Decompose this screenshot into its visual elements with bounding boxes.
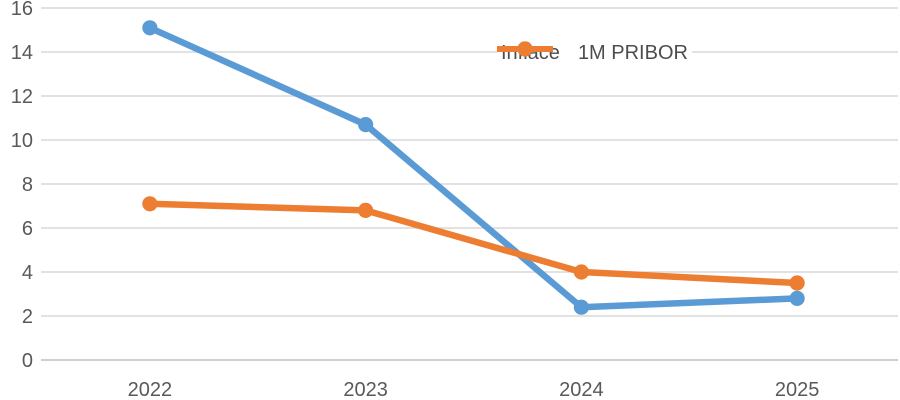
legend-item-1m-pribor: 1M PRIBOR (497, 41, 688, 64)
data-point-marker (358, 202, 374, 218)
y-axis-tick-label: 12 (11, 86, 33, 108)
legend: Inflace1M PRIBOR (497, 40, 692, 66)
y-axis-tick-label: 2 (22, 306, 33, 328)
y-axis-tick-label: 10 (11, 130, 33, 152)
legend-label: 1M PRIBOR (577, 42, 688, 64)
y-axis-tick-label: 8 (22, 174, 33, 196)
data-point-marker (573, 264, 589, 280)
legend-line-marker-swatch (497, 41, 553, 57)
x-axis-tick-label: 2025 (775, 379, 820, 400)
data-point-marker (789, 275, 805, 291)
data-point-marker (142, 196, 158, 212)
y-axis-tick-label: 16 (11, 0, 33, 20)
data-point-marker (358, 117, 374, 133)
y-axis-tick-label: 4 (22, 262, 33, 284)
data-point-marker (573, 299, 589, 315)
x-axis-tick-label: 2024 (559, 379, 604, 400)
y-axis-tick-label: 6 (22, 218, 33, 240)
series-line-0 (146, 24, 801, 311)
data-point-marker (789, 290, 805, 306)
x-axis-tick-label: 2022 (128, 379, 173, 400)
data-point-marker (142, 20, 158, 36)
y-axis-tick-label: 0 (22, 350, 33, 372)
series-line-1 (146, 200, 801, 287)
x-axis-tick-label: 2023 (343, 379, 388, 400)
y-axis-tick-label: 14 (11, 42, 33, 64)
